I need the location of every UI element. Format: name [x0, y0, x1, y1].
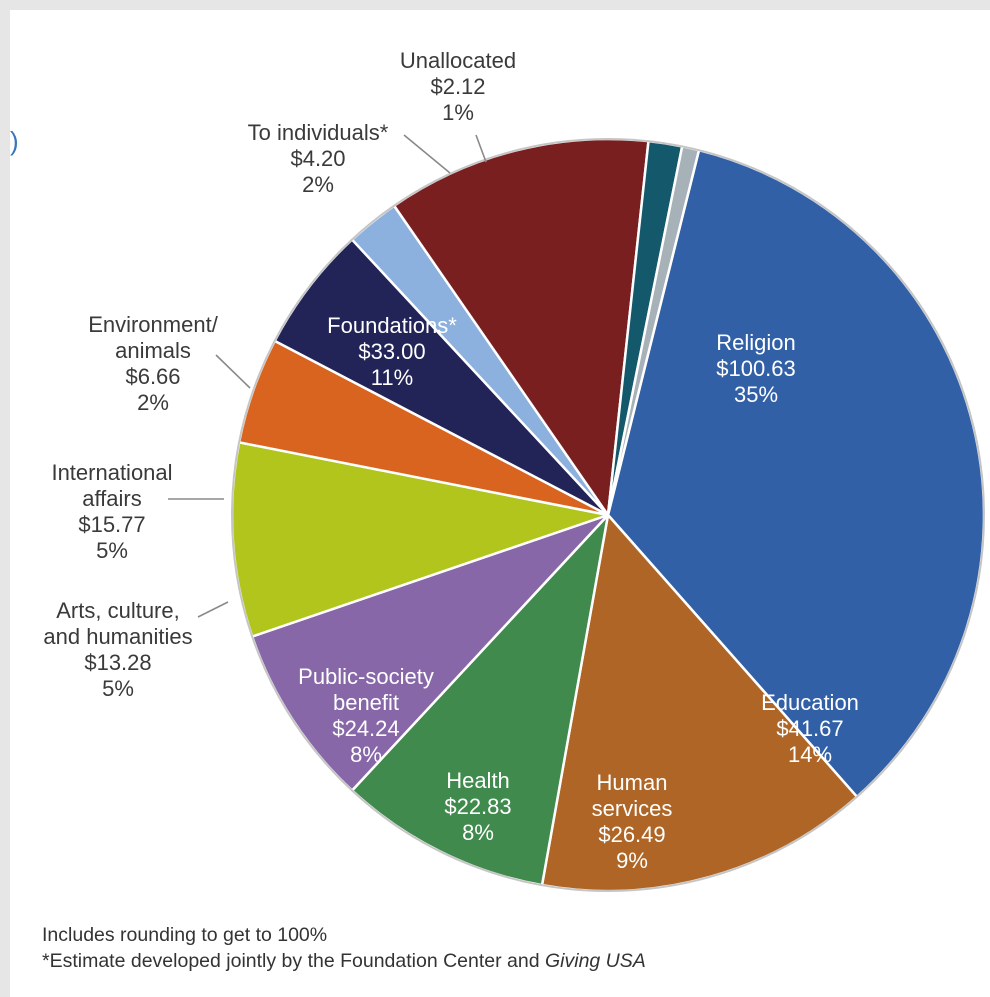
slice-label-unallocated: Unallocated $2.12 1% — [400, 48, 516, 125]
slice-label-environment-animals: Environment/animals $6.66 2% — [88, 312, 219, 415]
slice-label-value: $2.12 — [430, 74, 485, 99]
footnote-estimate-text: *Estimate developed jointly by the Found… — [42, 950, 545, 972]
slice-label-name: Environment/ — [88, 312, 219, 337]
slice-label-value: $22.83 — [444, 794, 511, 819]
slice-label-name: Foundations* — [327, 313, 457, 338]
chart-panel: ) Religion $100.63 35% Education $41.67 14% Hu… — [10, 10, 990, 997]
pie-slice-foundations — [392, 137, 650, 517]
slice-label-name: Religion — [716, 330, 796, 355]
slice-label-education: Education $41.67 14% — [761, 690, 859, 767]
pie-slice-unallocated — [606, 145, 701, 517]
footnote-rounding: Includes rounding to get to 100% — [42, 924, 328, 946]
pie-chart: Religion $100.63 35% Education $41.67 14% Huma… — [43, 48, 986, 893]
slice-label-name: benefit — [333, 690, 399, 715]
slice-label-name: Arts, culture, — [56, 598, 179, 623]
pie-slice-religion — [606, 148, 986, 799]
pie-slice-education — [540, 513, 859, 893]
slice-label-value: $15.77 — [78, 512, 145, 537]
cropped-edge-glyph: ) — [10, 126, 19, 156]
leader-line-arts-culture-and-humanities — [197, 601, 229, 618]
slice-label-value: $13.28 — [84, 650, 151, 675]
pie-rim — [231, 138, 985, 892]
slice-label-percent: 8% — [350, 742, 382, 767]
pie-slice-public-society-benefit — [230, 441, 610, 638]
slice-label-foundations: Foundations* $33.00 11% — [327, 313, 457, 390]
slice-label-value: $24.24 — [332, 716, 399, 741]
slice-label-name: Health — [446, 768, 510, 793]
slice-label-health: Health $22.83 8% — [444, 768, 511, 845]
slice-label-name: and humanities — [43, 624, 192, 649]
slice-label-name: affairs — [82, 486, 142, 511]
slice-label-percent: 35% — [734, 382, 778, 407]
slice-label-human-services: Human services $26.49 9% — [592, 770, 673, 873]
pie-slice-health — [250, 513, 610, 792]
leader-line-to-individuals — [403, 134, 451, 174]
slice-label-value: $4.20 — [290, 146, 345, 171]
slice-label-value: $41.67 — [776, 716, 843, 741]
slice-label-percent: 2% — [137, 390, 169, 415]
slice-label-arts-culture-and-humanities: Arts, culture, and humanities $13.28 5% — [43, 598, 192, 701]
slice-label-name: Human — [597, 770, 668, 795]
slice-label-public-society-benefit: Public-society benefit $24.24 8% — [298, 664, 434, 767]
slice-label-name: Public-society — [298, 664, 434, 689]
slice-label-name: Unallocated — [400, 48, 516, 73]
slice-label-value: $33.00 — [358, 339, 425, 364]
slice-label-percent: 11% — [371, 365, 413, 390]
slice-label-name: International — [51, 460, 172, 485]
slice-label-name: Education — [761, 690, 859, 715]
footnotes: Includes rounding to get to 100% *Estima… — [42, 922, 646, 974]
slice-label-percent: 5% — [102, 676, 134, 701]
slice-label-name: animals — [115, 338, 191, 363]
slice-label-percent: 5% — [96, 538, 128, 563]
slice-label-percent: 8% — [462, 820, 494, 845]
slice-label-percent: 14% — [788, 742, 832, 767]
leader-line-environment-animals — [215, 354, 251, 389]
leader-line-unallocated — [475, 134, 487, 163]
slice-label-to-individuals: To individuals* $4.20 2% — [248, 120, 389, 197]
footnote-estimate: *Estimate developed jointly by the Found… — [42, 948, 646, 974]
slice-label-name: To individuals* — [248, 120, 389, 145]
slice-label-percent: 9% — [616, 848, 648, 873]
slice-label-value: $6.66 — [125, 364, 180, 389]
slice-label-international-affairs: International affairs $15.77 5% — [51, 460, 172, 563]
slice-label-name: services — [592, 796, 673, 821]
slice-label-value: $26.49 — [598, 822, 665, 847]
slice-label-percent: 1% — [442, 100, 474, 125]
footnote-estimate-source: Giving USA — [544, 950, 646, 972]
slice-label-value: $100.63 — [716, 356, 796, 381]
slice-label-percent: 2% — [302, 172, 334, 197]
pie-slice-human-services — [350, 513, 610, 887]
slice-label-religion: Religion $100.63 35% — [716, 330, 796, 407]
